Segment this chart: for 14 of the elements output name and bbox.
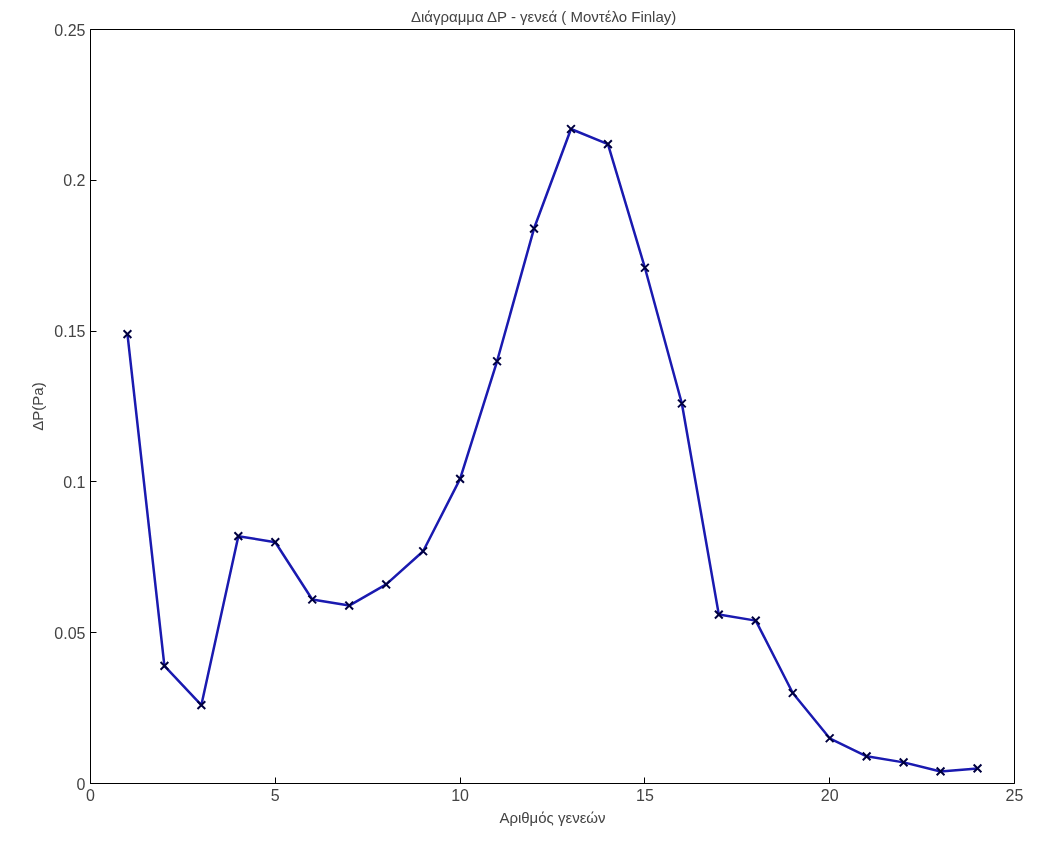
y-tick-label: 0.2 [63, 172, 86, 190]
x-tick-label: 5 [270, 786, 280, 804]
y-tick-label: 0.15 [54, 323, 86, 341]
y-tick-label: 0 [76, 775, 86, 793]
x-tick-label: 20 [820, 786, 839, 804]
y-tick-label: 0.1 [63, 473, 86, 491]
y-tick-label: 0.05 [54, 624, 86, 642]
chart-title: Διάγραμμα ΔP - γενεά ( Μοντέλο Finlay) [411, 7, 677, 25]
x-tick-label: 10 [451, 786, 470, 804]
x-tick-label: 15 [636, 786, 654, 804]
y-axis-title: ΔP(Pa) [29, 382, 47, 431]
x-axis-title: Αριθμός γενεών [499, 808, 606, 826]
x-tick-label: 25 [1005, 786, 1024, 804]
y-tick-label: 0.25 [54, 21, 86, 39]
